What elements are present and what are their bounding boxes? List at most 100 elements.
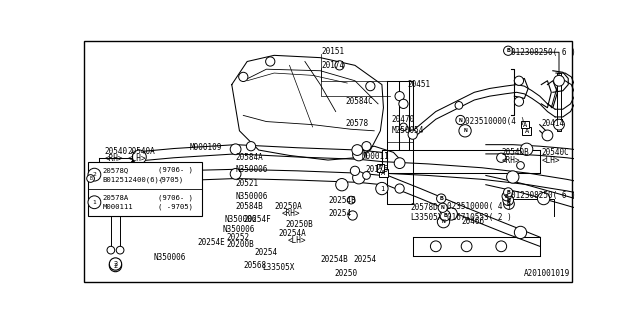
Bar [522,127,531,135]
Text: B: B [506,190,510,195]
Circle shape [86,175,95,182]
Circle shape [394,158,405,169]
Text: 20174: 20174 [321,61,344,70]
Circle shape [246,141,255,151]
Text: 20252: 20252 [227,233,250,242]
Circle shape [239,72,248,82]
Circle shape [348,196,355,204]
Circle shape [638,158,640,169]
Bar [521,121,529,129]
Circle shape [496,241,507,252]
Text: A201001019: A201001019 [524,269,570,278]
Bar [376,164,384,172]
Text: 20414: 20414 [541,119,564,128]
Circle shape [520,143,533,156]
Circle shape [515,76,524,85]
Circle shape [88,196,101,209]
Text: 023510000(4 ): 023510000(4 ) [465,117,525,126]
Circle shape [376,182,388,195]
Circle shape [459,124,471,137]
Circle shape [504,188,513,197]
Text: 20250A: 20250A [274,202,302,211]
Text: 20578: 20578 [345,119,368,128]
Text: N: N [441,205,445,210]
Text: 20540C: 20540C [541,148,569,157]
Text: 20568: 20568 [243,261,266,270]
Circle shape [365,82,375,91]
Text: N350006: N350006 [236,165,268,174]
Circle shape [445,208,458,220]
Text: 20254E: 20254E [197,238,225,247]
Circle shape [576,182,588,195]
Text: 012308250( 6 ): 012308250( 6 ) [511,48,576,57]
Text: N350006: N350006 [153,253,186,262]
Text: B012512400(6)(: B012512400(6)( [102,176,164,182]
Circle shape [109,258,122,270]
Text: N350006: N350006 [224,215,257,224]
Circle shape [584,150,596,162]
Circle shape [632,157,640,169]
Circle shape [437,215,450,228]
Circle shape [438,203,447,212]
Text: N: N [463,128,467,133]
Text: <RH>: <RH> [282,210,300,219]
Circle shape [348,211,357,220]
Circle shape [502,192,511,201]
Text: 20584B: 20584B [236,202,263,211]
Circle shape [456,116,465,124]
Text: B: B [506,197,510,203]
Text: B: B [89,176,92,181]
Circle shape [497,153,506,162]
Circle shape [395,184,404,193]
Text: ( -9705): ( -9705) [158,204,193,210]
Circle shape [542,130,553,141]
Circle shape [336,179,348,191]
Circle shape [88,168,101,181]
Circle shape [350,166,360,175]
Circle shape [353,172,365,184]
Circle shape [363,172,371,179]
Text: <LH>: <LH> [288,236,307,244]
Text: A: A [378,165,383,171]
Text: B: B [505,194,509,199]
Circle shape [335,61,344,70]
Text: <LH>: <LH> [541,156,560,164]
Text: 023510000( 4 ): 023510000( 4 ) [447,202,512,211]
Text: B: B [507,202,511,206]
Text: L33505X: L33505X [410,212,443,221]
Circle shape [504,198,515,209]
Text: 20176: 20176 [365,165,388,174]
Circle shape [455,101,463,109]
Circle shape [507,171,519,183]
Bar [88,162,202,216]
Circle shape [230,144,241,155]
Text: (9706- ): (9706- ) [158,167,193,173]
Text: 2: 2 [113,261,118,267]
Text: 20254: 20254 [353,255,376,264]
Text: B: B [439,196,443,201]
Circle shape [408,130,417,139]
Text: 20254F: 20254F [243,215,271,224]
Text: 1: 1 [93,200,96,205]
Circle shape [399,123,407,131]
Text: M250054: M250054 [392,126,424,135]
Text: 016710553( 2 ): 016710553( 2 ) [447,212,512,221]
Text: 20584C: 20584C [346,97,374,106]
Text: 20470: 20470 [392,115,415,124]
Text: 20578Q: 20578Q [102,167,129,173]
Circle shape [504,46,513,55]
Text: A: A [523,122,527,128]
Text: N: N [442,219,445,224]
Text: 20254A: 20254A [278,229,306,238]
Text: (9706- ): (9706- ) [158,194,193,201]
Circle shape [554,75,564,86]
Circle shape [632,219,640,231]
Text: 20200B: 20200B [227,240,254,249]
Circle shape [554,119,564,130]
Text: M00011: M00011 [362,152,390,161]
Circle shape [266,57,275,66]
Text: 012308250( 6 ): 012308250( 6 ) [511,191,576,200]
Text: A: A [381,170,385,176]
Text: <RH>: <RH> [501,156,520,164]
Text: 20254B: 20254B [329,196,356,204]
